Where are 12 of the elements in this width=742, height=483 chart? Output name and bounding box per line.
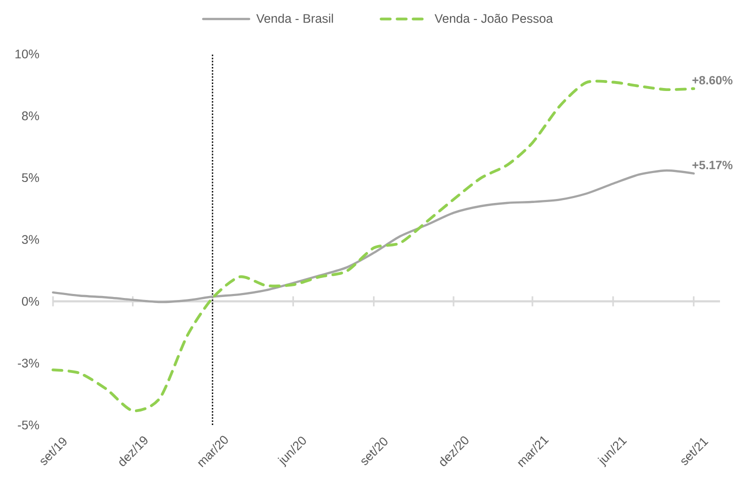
line-series — [52, 169, 695, 304]
legend-label: Venda - João Pessoa — [434, 14, 553, 23]
y-tick-label: 8% — [22, 111, 40, 120]
y-tick-label: 3% — [22, 235, 40, 244]
y-tick-label: 5% — [22, 173, 40, 182]
y-tick-label: -3% — [18, 358, 40, 368]
y-tick-label: 0% — [22, 296, 40, 306]
annotation: +8.60% — [692, 76, 732, 84]
y-tick-label: 10% — [16, 50, 40, 58]
annotation: +5.17% — [692, 160, 732, 170]
legend-label: Venda - Brasil — [256, 14, 333, 23]
y-tick-label: -5% — [18, 420, 40, 430]
